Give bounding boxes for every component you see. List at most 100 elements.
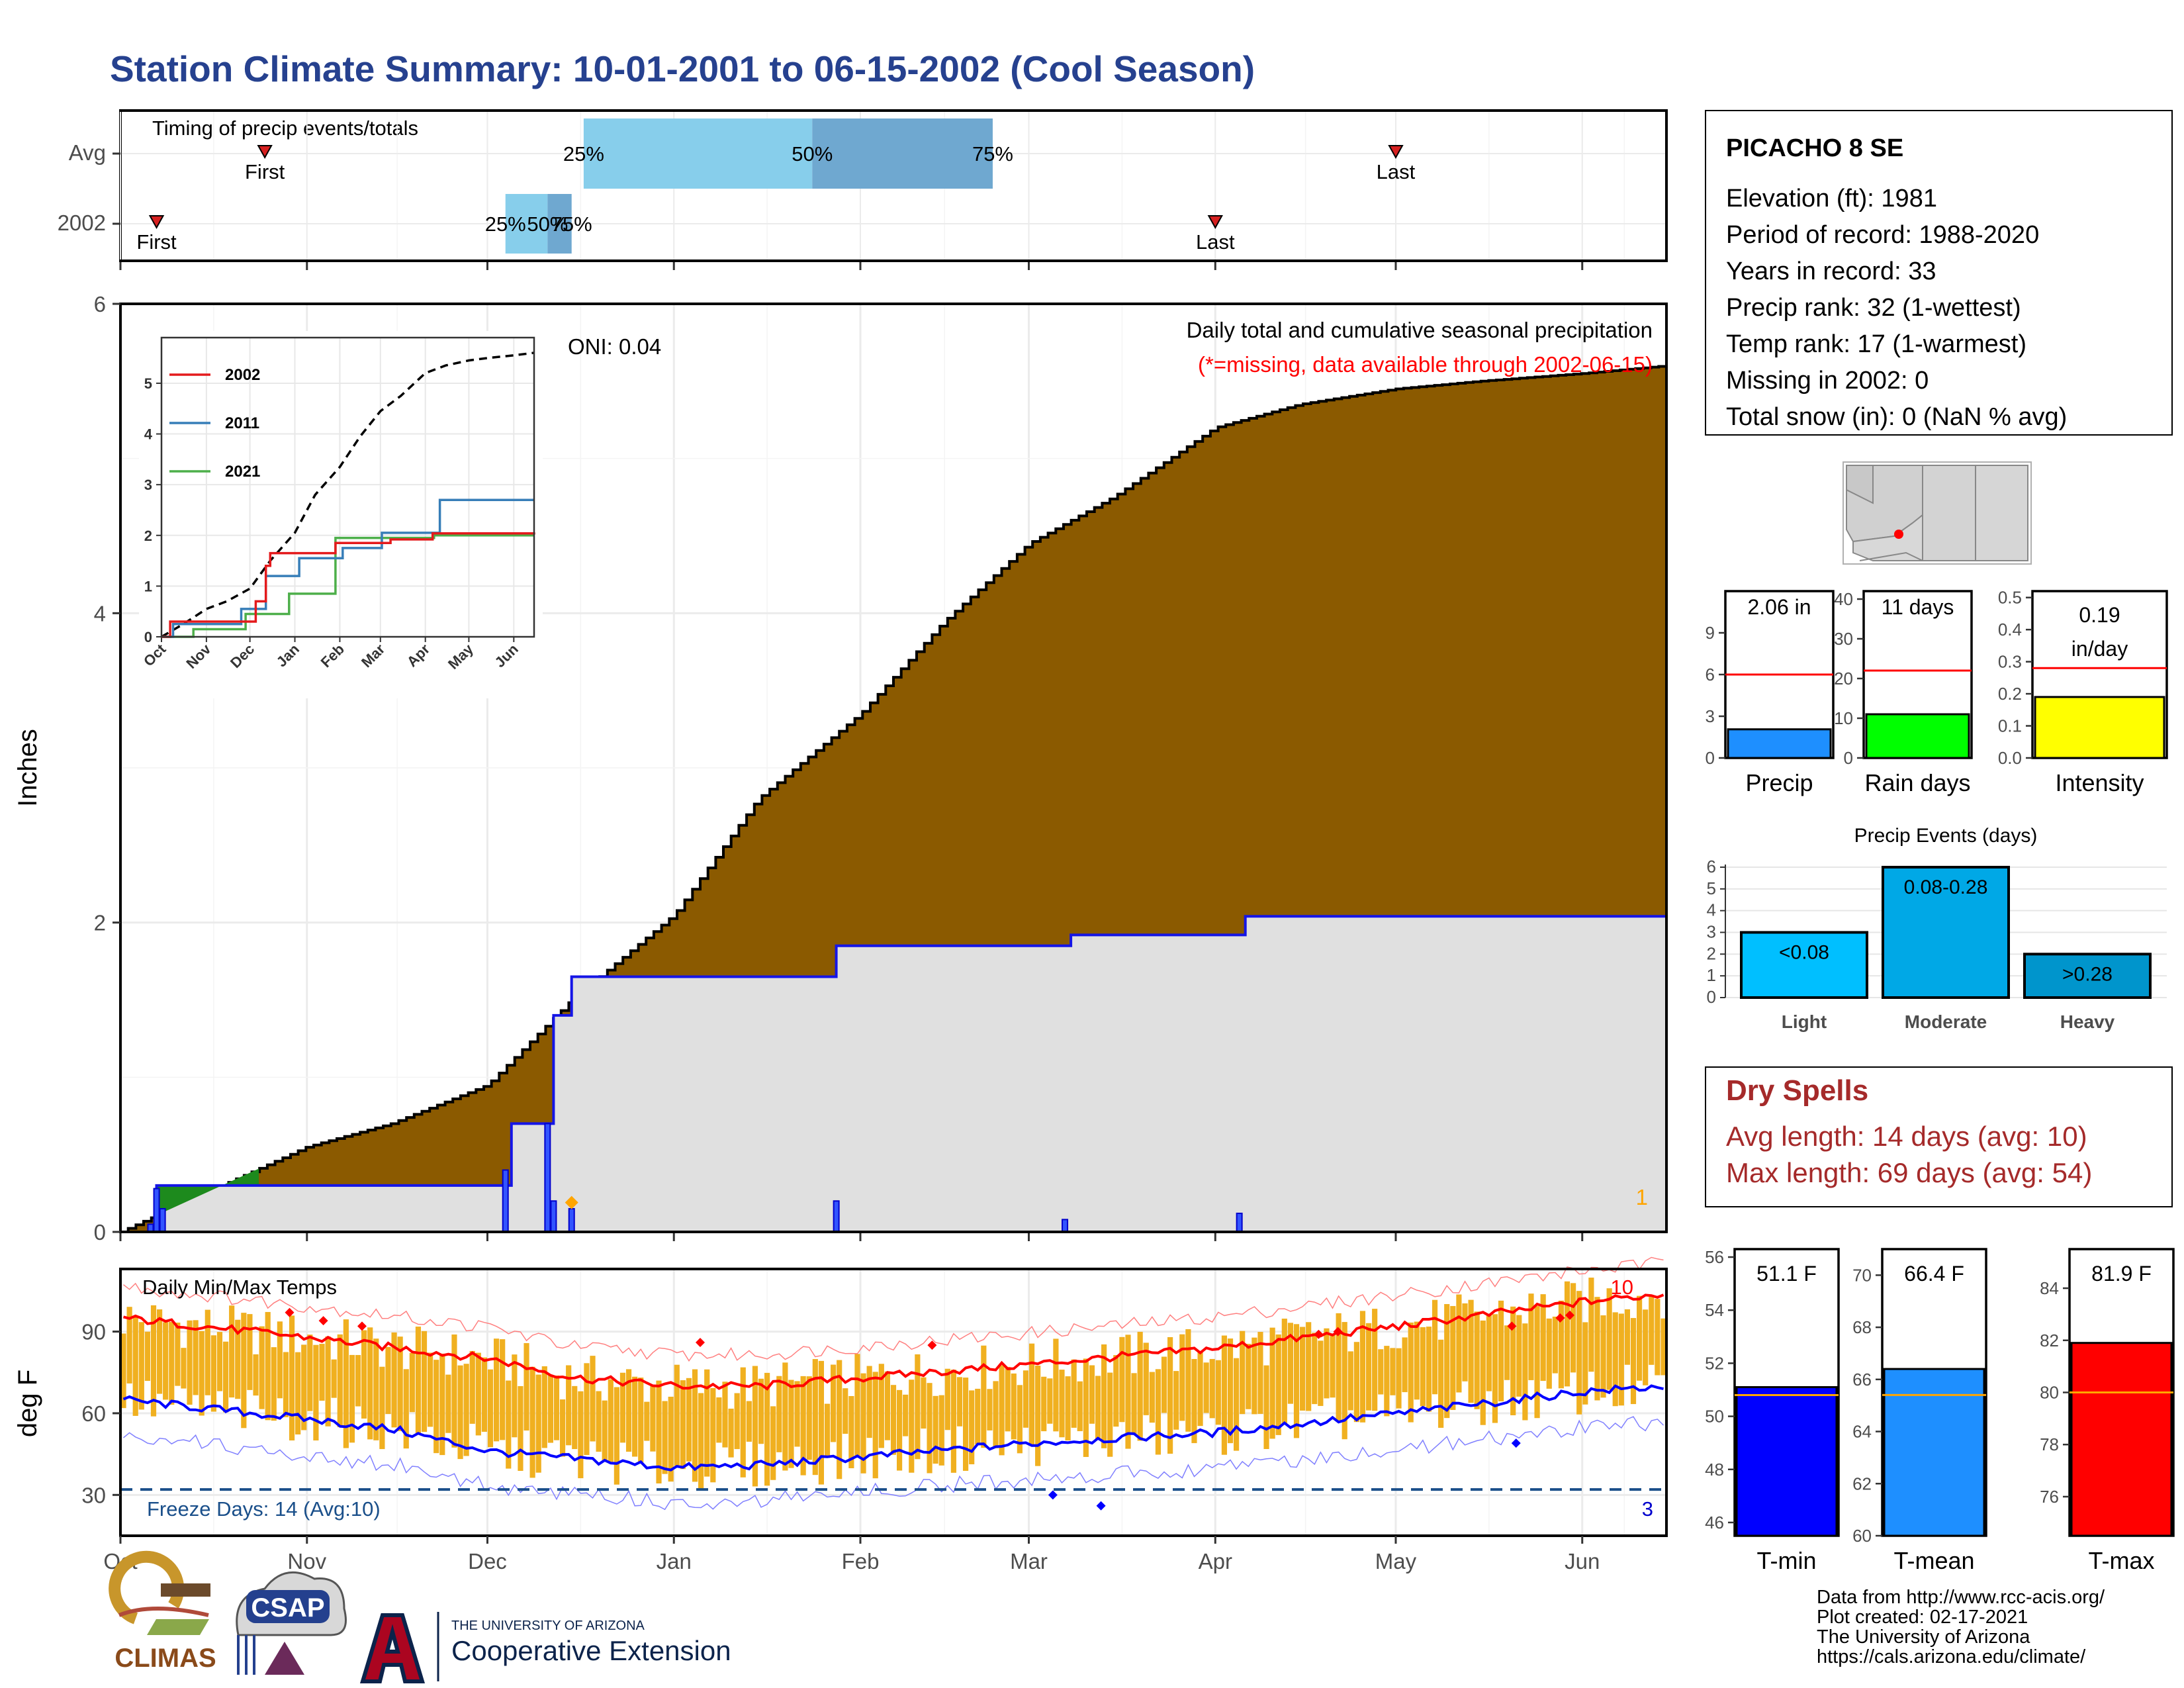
events-category-label: Moderate: [1905, 1011, 1987, 1032]
daily-temp-bar: [872, 1372, 878, 1479]
events-bar-label: 0.08-0.28: [1904, 876, 1988, 898]
daily-temp-bar: [716, 1397, 722, 1443]
temp-panel: Daily Min/Max Temps Freeze Days: 14 (Avg…: [13, 1256, 1668, 1573]
timing-q25-label: 25%: [563, 142, 604, 165]
daily-temp-bar: [313, 1344, 319, 1441]
daily-temp-bar: [1047, 1378, 1053, 1424]
daily-temp-bar: [710, 1387, 716, 1483]
daily-temp-bar: [235, 1319, 241, 1399]
daily-temp-bar: [662, 1401, 668, 1474]
bar-panel-value-bar: [1865, 713, 1970, 759]
daily-temp-bar: [878, 1364, 884, 1448]
bar-panel-value-unit: in/day: [2071, 637, 2128, 661]
daily-temp-bar: [1257, 1332, 1263, 1414]
inset-ytick-label: 5: [144, 375, 152, 392]
daily-temp-bar: [1011, 1373, 1017, 1440]
inset-2011-line: [161, 498, 534, 638]
daily-temp-bar: [1365, 1323, 1372, 1411]
inset-ytick-label: 4: [144, 426, 153, 443]
daily-temp-bar: [740, 1367, 746, 1477]
precip-ytick-label: 6: [94, 292, 106, 316]
temp-xtick-label: May: [1375, 1549, 1417, 1573]
timing-row-avg: Avg: [69, 140, 106, 165]
daily-temp-bar: [361, 1330, 367, 1419]
daily-temp-bar: [222, 1341, 229, 1413]
daily-temp-bar: [193, 1320, 199, 1395]
temp-xtick-label: Feb: [842, 1549, 880, 1573]
temp-xtick-label: Dec: [468, 1549, 507, 1573]
bar-panel-ytick-label: 6: [1706, 665, 1715, 684]
daily-temp-bar: [391, 1332, 397, 1428]
daily-temp-bar: [428, 1352, 433, 1427]
inset-legend-label: 2002: [225, 366, 260, 384]
above-average-area: [156, 1168, 259, 1215]
daily-temp-bar: [1643, 1309, 1649, 1385]
daily-temp-bar: [457, 1365, 463, 1460]
timing-first-marker: [148, 215, 165, 230]
daily-temp-bar: [271, 1347, 277, 1421]
inset-ytick-label: 3: [144, 477, 152, 493]
record-high-marker: [927, 1340, 937, 1350]
csap-logo: CSAP: [236, 1571, 347, 1675]
daily-temp-bar: [776, 1376, 782, 1452]
daily-temp-bar: [1468, 1299, 1474, 1403]
events-bar-moderate: [1882, 866, 2010, 999]
timing-q75-label: 75%: [972, 142, 1013, 165]
timing-first-label: First: [136, 230, 177, 254]
avg-high-line: [122, 1293, 1664, 1391]
daily-temp-bar: [656, 1380, 662, 1483]
daily-temp-bar: [944, 1368, 950, 1430]
daily-temp-bar: [1101, 1344, 1107, 1448]
daily-temp-bar: [1396, 1348, 1402, 1409]
daily-temp-bar: [1107, 1372, 1113, 1457]
daily-temp-bar: [144, 1331, 150, 1382]
oni-label: ONI: 0.04: [568, 334, 661, 359]
events-ytick-label: 5: [1707, 878, 1716, 898]
daily-temp-bar: [644, 1401, 650, 1441]
daily-temp-bar: [379, 1366, 385, 1450]
daily-temp-bar: [824, 1403, 831, 1458]
dry-spells-title: Dry Spells: [1726, 1074, 1868, 1107]
daily-temp-bar: [927, 1383, 933, 1474]
station-missing: Missing in 2002: 0: [1726, 367, 1929, 395]
daily-temp-bar: [1209, 1358, 1215, 1419]
daily-temp-bar: [349, 1354, 355, 1443]
daily-temp-bar: [1023, 1370, 1029, 1428]
csap-text: CSAP: [251, 1593, 324, 1622]
daily-temp-bar: [758, 1378, 764, 1444]
daily-temp-bar: [1293, 1324, 1300, 1438]
daily-temp-bar: [1588, 1278, 1594, 1372]
daily-temp-bar: [602, 1400, 608, 1462]
daily-precip-bar: [1236, 1212, 1243, 1233]
precip-events-title: Precip Events (days): [1854, 825, 2038, 847]
daily-temp-bar: [1215, 1360, 1221, 1425]
freeze-days-label: Freeze Days: 14 (Avg:10): [147, 1497, 381, 1521]
temp-panel-ytick-label: 54: [1705, 1300, 1724, 1320]
daily-temp-bar: [1359, 1311, 1366, 1423]
record-low-marker: [1048, 1490, 1058, 1500]
footer-line-1: Data from http://www.rcc-acis.org/: [1817, 1587, 2105, 1608]
record-high-marker: [1314, 1329, 1324, 1339]
daily-temp-bar: [1570, 1283, 1576, 1373]
precip-ytick-label: 4: [94, 601, 106, 626]
inset-legend-label: 2021: [225, 463, 260, 481]
daily-temp-bar: [668, 1396, 674, 1482]
daily-temp-bar: [734, 1393, 740, 1450]
temp-xtick-label: Jan: [657, 1549, 692, 1573]
cumulative-2002-area: [120, 913, 1666, 1232]
daily-temp-bar: [1336, 1313, 1342, 1421]
temp-panel-value-bar: [1883, 1368, 1985, 1537]
daily-temp-bar: [337, 1334, 343, 1427]
daily-temp-bar: [1053, 1338, 1059, 1432]
temp-panel-value-bar: [1735, 1385, 1838, 1537]
timing-q50-label: 50%: [792, 142, 833, 165]
daily-temp-bar: [553, 1375, 560, 1440]
bar-panel-raindays: 11 days 0 10 20 30 40 Rain days: [1834, 589, 1973, 796]
daily-temp-bar: [981, 1345, 987, 1448]
daily-temp-bar: [512, 1354, 518, 1438]
daily-temp-bar: [674, 1364, 680, 1466]
events-ytick-label: 1: [1707, 965, 1716, 985]
daily-precip-bar: [833, 1200, 840, 1233]
daily-temp-bar: [1137, 1331, 1143, 1441]
